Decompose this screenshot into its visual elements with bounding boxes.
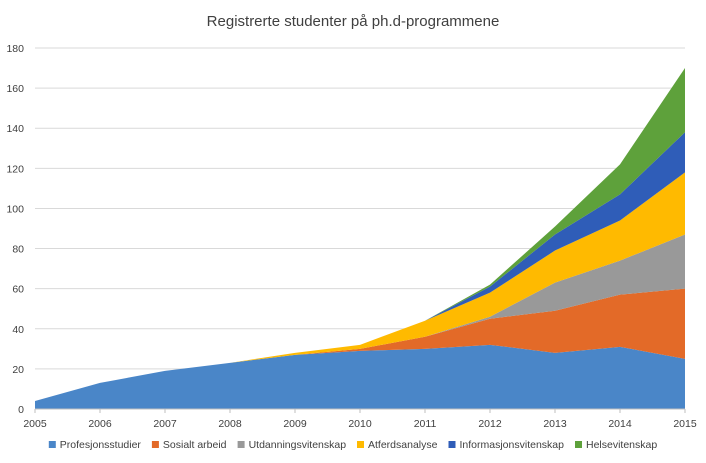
x-tick-label: 2014 — [608, 418, 632, 430]
x-tick-label: 2005 — [23, 418, 47, 430]
x-tick-label: 2009 — [283, 418, 307, 430]
y-tick-label: 140 — [6, 123, 24, 135]
x-tick-label: 2012 — [478, 418, 502, 430]
area-profesjonsstudier — [35, 344, 685, 409]
legend-label: Sosialt arbeid — [163, 439, 227, 451]
y-tick-label: 60 — [12, 284, 24, 296]
legend-item: Profesjonsstudier — [48, 439, 142, 451]
legend-label: Utdanningsvitenskap — [249, 439, 347, 451]
x-tick-label: 2011 — [414, 418, 437, 430]
x-tick-label: 2007 — [153, 418, 177, 430]
legend-label: Atferdsanalyse — [368, 439, 438, 451]
legend-label: Helsevitenskap — [586, 439, 657, 451]
y-tick-label: 180 — [6, 43, 24, 55]
x-tick-label: 2015 — [673, 418, 697, 430]
legend-swatch — [151, 441, 159, 448]
area-helsevitenskap — [35, 68, 685, 401]
grid-layer — [35, 47, 685, 370]
legend-item: Utdanningsvitenskap — [237, 439, 347, 451]
x-tick-label: 2010 — [348, 418, 372, 430]
legend-item: Atferdsanalyse — [357, 439, 438, 451]
y-tick-label: 160 — [6, 83, 24, 95]
chart-title: Registrerte studenter på ph.d-programmen… — [207, 13, 500, 30]
x-tick-label: 2013 — [543, 418, 567, 430]
y-tick-label: 20 — [12, 364, 24, 376]
legend-item: Informasjonsvitenskap — [448, 439, 565, 451]
y-tick-label: 0 — [18, 404, 24, 416]
legend-label: Informasjonsvitenskap — [460, 439, 565, 451]
y-tick-label: 40 — [12, 324, 24, 336]
x-tick-label: 2006 — [88, 418, 112, 430]
legend-swatch — [357, 441, 364, 448]
legend: Profesjonsstudier Sosialt arbeid Utdanning… — [48, 439, 657, 451]
legend-swatch — [48, 441, 56, 448]
x-tick-label: 2008 — [218, 418, 242, 430]
area-layer — [35, 68, 685, 409]
y-tick-label: 100 — [6, 203, 24, 215]
legend-swatch — [237, 441, 245, 448]
area-sosialt-arbeid — [35, 288, 685, 401]
y-tick-label: 80 — [12, 244, 24, 256]
legend-item: Helsevitenskap — [575, 439, 657, 451]
y-tick-label: 120 — [6, 163, 24, 175]
legend-swatch — [448, 441, 456, 448]
legend-item: Sosialt arbeid — [151, 439, 227, 451]
axis-layer: 0 20 40 60 80 100 120 140 160 180 2005 2006 2007 2008… — [6, 43, 696, 430]
legend-label: Profesjonsstudier — [60, 439, 142, 451]
legend-swatch — [575, 441, 582, 448]
